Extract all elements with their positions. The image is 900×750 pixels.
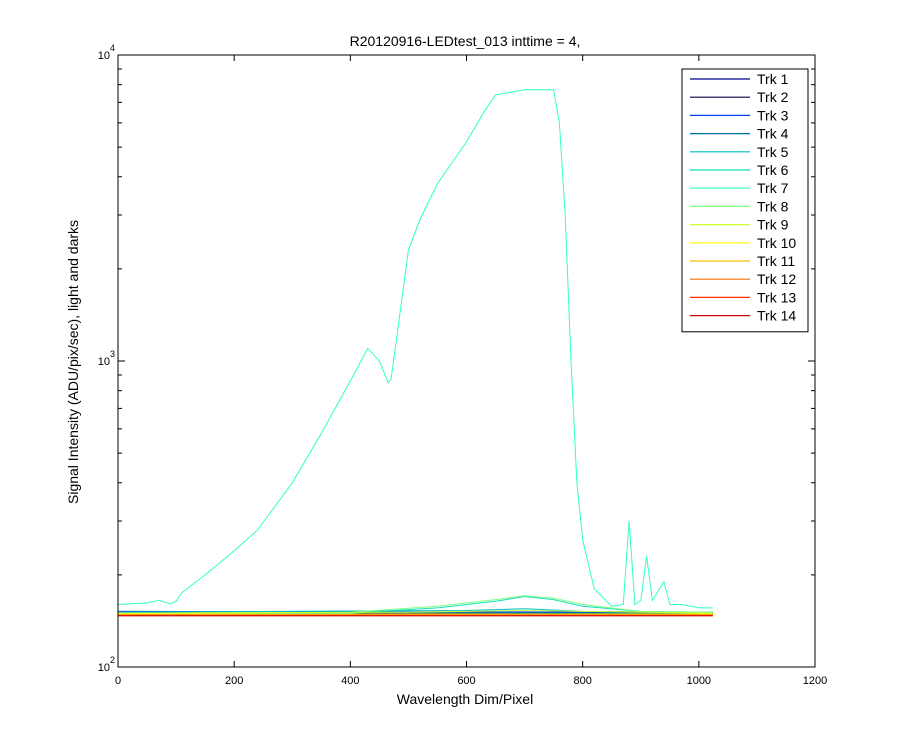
legend-label-trk-5: Trk 5 xyxy=(757,144,789,160)
legend-label-trk-2: Trk 2 xyxy=(757,89,789,105)
legend-box xyxy=(681,68,809,333)
legend-label-trk-14: Trk 14 xyxy=(757,308,796,324)
y-tick-exponent: 4 xyxy=(110,43,115,53)
x-axis-label: Wavelength Dim/Pixel xyxy=(397,691,533,707)
y-tick-exponent: 2 xyxy=(110,655,115,665)
y-tick-label: 10 xyxy=(98,50,110,62)
series-layer xyxy=(117,89,713,617)
series-line-trk-8 xyxy=(117,595,713,614)
x-tick-label: 0 xyxy=(115,675,121,687)
legend-label-trk-4: Trk 4 xyxy=(757,126,789,142)
y-tick-exponent: 3 xyxy=(110,349,115,359)
legend-label-trk-3: Trk 3 xyxy=(757,107,789,123)
x-tick-label: 600 xyxy=(457,675,475,687)
y-tick-label: 10 xyxy=(98,356,110,368)
series-line-trk-9 xyxy=(117,609,713,614)
legend-label-trk-1: Trk 1 xyxy=(757,71,789,87)
legend-label-trk-8: Trk 8 xyxy=(757,198,789,214)
legend-label-trk-6: Trk 6 xyxy=(757,162,789,178)
legend-label-trk-9: Trk 9 xyxy=(757,217,789,233)
legend-label-trk-11: Trk 11 xyxy=(757,253,795,269)
x-tick-label: 1000 xyxy=(687,675,711,687)
x-tick-label: 1200 xyxy=(803,675,827,687)
y-axis-label: Signal Intensity (ADU/pix/sec), light an… xyxy=(65,220,81,504)
y-tick-label: 10 xyxy=(98,662,110,674)
legend-label-trk-10: Trk 10 xyxy=(757,235,796,251)
x-tick-label: 400 xyxy=(341,675,359,687)
chart-title: R20120916-LEDtest_013 inttime = 4, xyxy=(350,33,581,49)
series-line-trk-7 xyxy=(117,89,713,609)
legend-label-trk-7: Trk 7 xyxy=(757,180,789,196)
legend-label-trk-13: Trk 13 xyxy=(757,289,796,305)
x-tick-label: 200 xyxy=(225,675,243,687)
x-tick-label: 800 xyxy=(573,675,591,687)
legend: Trk 1 Trk 2 Trk 3 Trk 4 Trk 5 Trk 6 Trk 7 Trk 8… xyxy=(681,68,809,333)
legend-label-trk-12: Trk 12 xyxy=(757,271,796,287)
series-line-trk-6 xyxy=(118,595,713,614)
